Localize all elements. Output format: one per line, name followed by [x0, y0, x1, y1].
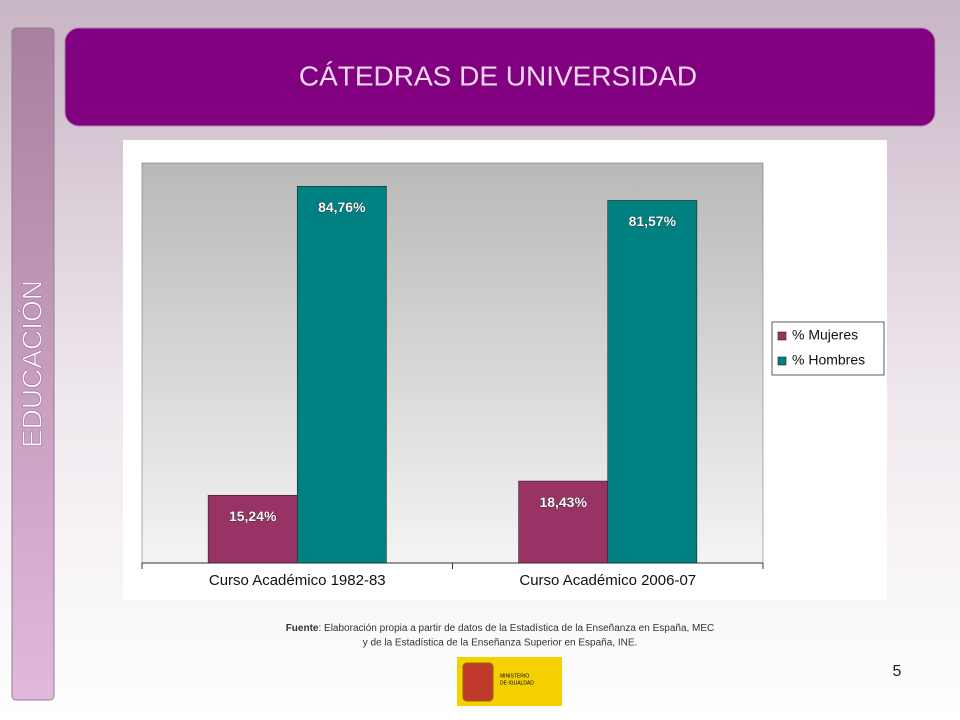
logo-text: DE IGUALDAD: [500, 680, 534, 686]
title-box: [64, 27, 936, 127]
bar: [296, 185, 387, 564]
legend-label: % Hombres: [792, 352, 865, 368]
page-number: 5: [893, 663, 902, 680]
source-text: : Elaboración propia a partir de datos d…: [318, 623, 714, 634]
data-label: 15,24%: [229, 508, 277, 524]
legend-swatch: [777, 356, 787, 366]
data-label: 18,43%: [539, 494, 587, 510]
slide-title: CÁTEDRAS DE UNIVERSIDAD: [299, 60, 697, 91]
source-label: Fuente: [286, 623, 319, 634]
legend: [771, 321, 885, 376]
x-tick-label: Curso Académico 2006-07: [519, 572, 696, 589]
chart: Curso Académico 1982-83 15,24% 84,76% Curso…: [141, 185, 885, 589]
legend-swatch: [777, 331, 787, 341]
legend-label: % Mujeres: [792, 327, 858, 343]
x-tick-label: Curso Académico 1982-83: [209, 572, 386, 589]
bar: [607, 200, 698, 564]
side-bar: [11, 27, 55, 701]
data-label: 81,57%: [629, 213, 677, 229]
logo-text: MINISTERIO: [500, 673, 529, 679]
logo-crest: [462, 662, 494, 702]
source-line: Fuente: Elaboración propia a partir de d…: [286, 623, 715, 634]
bar: [518, 480, 609, 564]
bar: [207, 494, 298, 564]
data-label: 84,76%: [318, 199, 366, 215]
source-line: y de la Estadística de la Enseñanza Supe…: [363, 638, 638, 649]
side-label: EDUCACIÓN: [16, 280, 47, 448]
